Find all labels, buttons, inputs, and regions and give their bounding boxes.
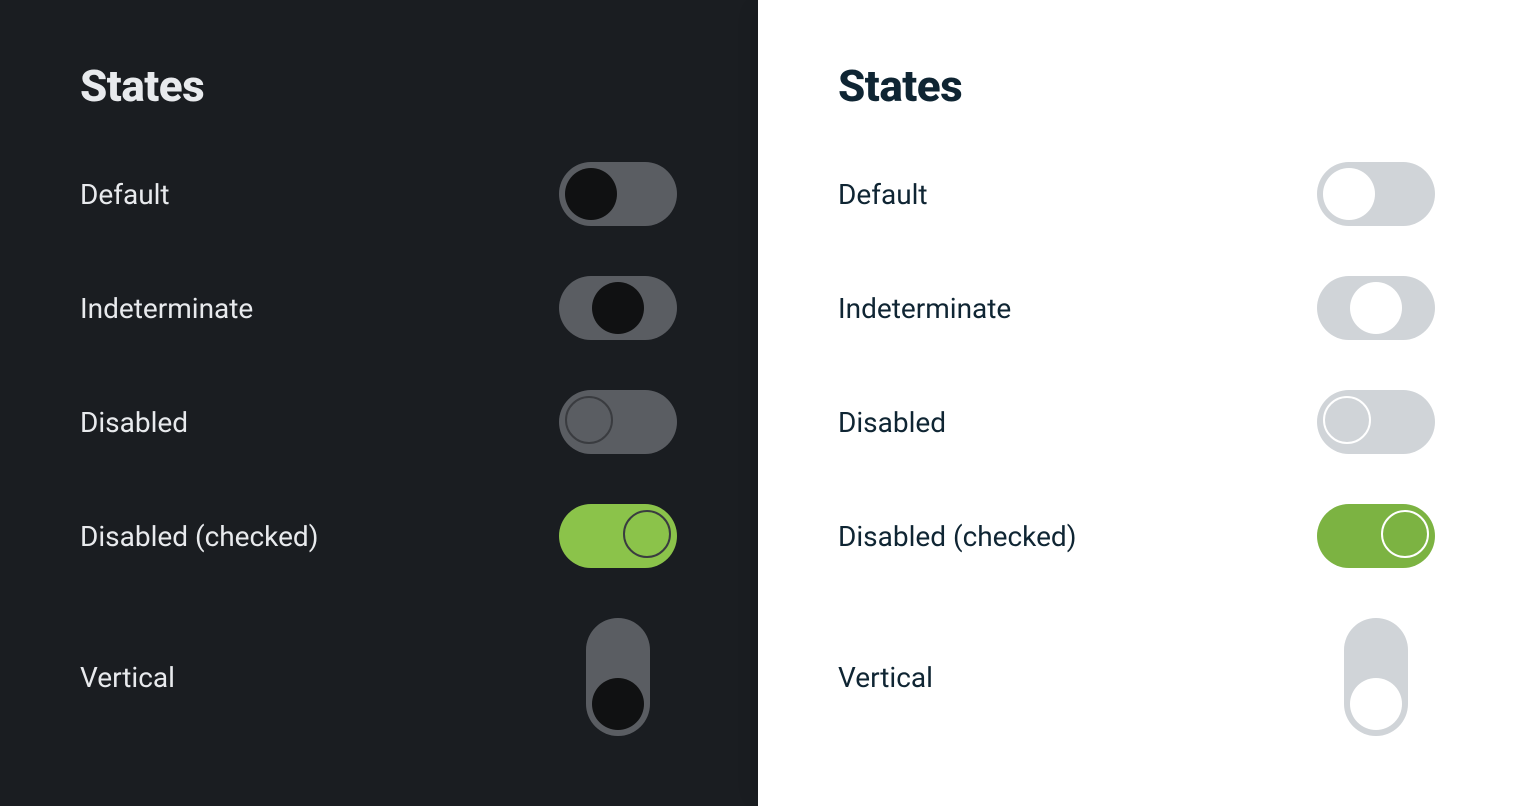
light-row-default: Default [838, 162, 1436, 226]
toggle-knob [1323, 168, 1375, 220]
dark-row-vertical: Vertical [80, 618, 678, 736]
light-heading: States [838, 60, 1436, 112]
dark-label-indeterminate: Indeterminate [80, 292, 253, 325]
toggle-default-light[interactable] [1317, 162, 1435, 226]
light-label-default: Default [838, 178, 928, 211]
toggle-knob [592, 678, 644, 730]
dark-row-disabled-checked: Disabled (checked) [80, 504, 678, 568]
toggle-vertical-light[interactable] [1344, 618, 1408, 736]
toggle-disabled-checked-dark [559, 504, 677, 568]
toggle-disabled-light [1317, 390, 1435, 454]
dark-row-indeterminate: Indeterminate [80, 276, 678, 340]
dark-label-vertical: Vertical [80, 661, 175, 694]
light-theme-panel: States Default Indeterminate Disabled Di… [758, 0, 1516, 806]
toggle-default-dark[interactable] [559, 162, 677, 226]
toggle-knob [565, 168, 617, 220]
toggle-disabled-dark [559, 390, 677, 454]
light-row-disabled: Disabled [838, 390, 1436, 454]
light-label-vertical: Vertical [838, 661, 933, 694]
dark-label-disabled-checked: Disabled (checked) [80, 520, 318, 553]
light-row-indeterminate: Indeterminate [838, 276, 1436, 340]
dark-row-disabled: Disabled [80, 390, 678, 454]
toggle-knob [1350, 678, 1402, 730]
light-label-disabled: Disabled [838, 406, 946, 439]
toggle-indeterminate-light[interactable] [1317, 276, 1435, 340]
dark-heading: States [80, 60, 678, 112]
toggle-knob [1350, 282, 1402, 334]
dark-label-disabled: Disabled [80, 406, 188, 439]
light-row-disabled-checked: Disabled (checked) [838, 504, 1436, 568]
toggle-vertical-dark[interactable] [586, 618, 650, 736]
light-label-disabled-checked: Disabled (checked) [838, 520, 1076, 553]
dark-theme-panel: States Default Indeterminate Disabled Di… [0, 0, 758, 806]
light-label-indeterminate: Indeterminate [838, 292, 1011, 325]
toggle-knob [565, 396, 613, 444]
toggle-indeterminate-dark[interactable] [559, 276, 677, 340]
toggle-knob [623, 510, 671, 558]
toggle-knob [592, 282, 644, 334]
toggle-knob [1381, 510, 1429, 558]
dark-row-default: Default [80, 162, 678, 226]
dark-label-default: Default [80, 178, 170, 211]
toggle-disabled-checked-light [1317, 504, 1435, 568]
toggle-knob [1323, 396, 1371, 444]
light-row-vertical: Vertical [838, 618, 1436, 736]
